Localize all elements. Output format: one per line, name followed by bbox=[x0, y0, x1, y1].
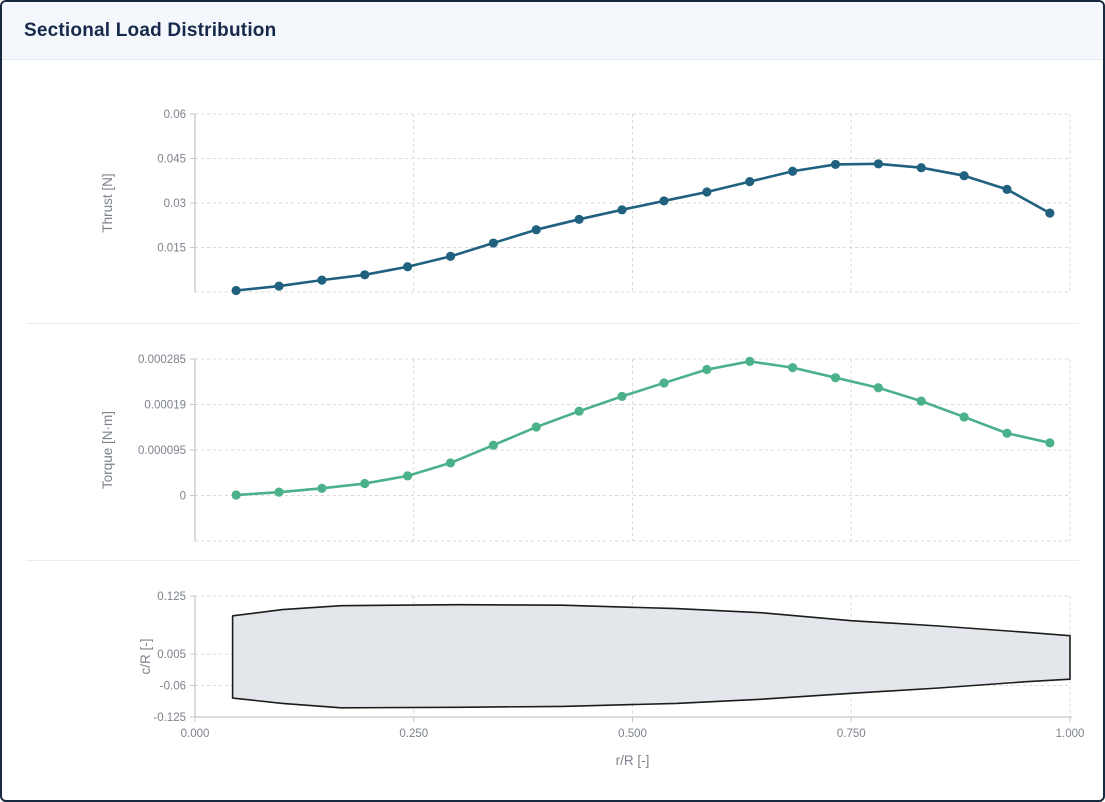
data-point-marker[interactable] bbox=[659, 378, 669, 388]
x-tick-label: 0.750 bbox=[837, 728, 866, 740]
data-point-marker[interactable] bbox=[360, 478, 370, 489]
data-point-marker[interactable] bbox=[445, 251, 456, 261]
data-point-marker[interactable] bbox=[317, 275, 327, 285]
y-axis-title: Thrust [N] bbox=[100, 173, 115, 232]
data-point-marker[interactable] bbox=[745, 177, 755, 187]
y-tick-label: -0.125 bbox=[153, 712, 186, 724]
data-point-marker[interactable] bbox=[788, 363, 798, 373]
data-point-marker[interactable] bbox=[788, 166, 798, 176]
thrust-chart[interactable]: 0.06 0.045 0.03 0.015 Thrust [N] bbox=[2, 60, 1103, 323]
data-point-marker[interactable] bbox=[317, 483, 327, 493]
data-point-marker[interactable] bbox=[231, 490, 241, 500]
data-point-marker[interactable] bbox=[531, 422, 541, 432]
data-point-marker[interactable] bbox=[231, 285, 241, 296]
data-point-marker[interactable] bbox=[488, 238, 498, 248]
data-point-marker[interactable] bbox=[403, 471, 413, 481]
data-point-marker[interactable] bbox=[873, 159, 883, 169]
page-title: Sectional Load Distribution bbox=[24, 19, 277, 41]
y-tick-label: 0.005 bbox=[157, 649, 186, 661]
data-point-marker[interactable] bbox=[1045, 438, 1055, 448]
y-tick-label: 0.125 bbox=[157, 591, 186, 603]
data-point-marker[interactable] bbox=[916, 163, 926, 173]
data-point-marker[interactable] bbox=[274, 281, 284, 291]
y-tick-label: -0.06 bbox=[160, 681, 186, 693]
data-point-marker[interactable] bbox=[702, 187, 712, 197]
data-point-marker[interactable] bbox=[702, 364, 712, 375]
data-point-marker[interactable] bbox=[830, 159, 841, 170]
y-tick-label: 0.00019 bbox=[144, 400, 186, 412]
data-point-marker[interactable] bbox=[445, 458, 456, 468]
data-point-marker[interactable] bbox=[403, 262, 413, 272]
y-tick-label: 0.06 bbox=[164, 109, 186, 121]
data-point-marker[interactable] bbox=[873, 383, 883, 393]
series-line bbox=[235, 162, 1051, 292]
section-divider bbox=[26, 560, 1079, 561]
chart-section-planform: 0.125 0.005 -0.06 -0.125 c/R [-] 0.000 0.250 0.… bbox=[2, 560, 1103, 799]
data-point-marker[interactable] bbox=[574, 214, 584, 224]
planform-chart[interactable]: 0.125 0.005 -0.06 -0.125 c/R [-] 0.000 0.250 0.… bbox=[2, 560, 1103, 799]
y-axis-title: Torque [N·m] bbox=[100, 411, 115, 489]
card-header: Sectional Load Distribution bbox=[2, 2, 1103, 60]
data-point-marker[interactable] bbox=[274, 487, 284, 497]
data-point-marker[interactable] bbox=[959, 412, 969, 422]
y-axis-title: c/R [-] bbox=[138, 639, 153, 675]
x-axis-title: r/R [-] bbox=[616, 753, 650, 768]
y-tick-label: 0.000095 bbox=[138, 445, 186, 457]
data-point-marker[interactable] bbox=[916, 396, 926, 406]
data-point-marker[interactable] bbox=[1002, 184, 1012, 194]
x-tick-label: 0.000 bbox=[181, 728, 210, 740]
x-tick-label: 1.000 bbox=[1056, 728, 1085, 740]
data-point-marker[interactable] bbox=[574, 406, 584, 416]
x-tick-label: 0.250 bbox=[399, 728, 428, 740]
data-point-marker[interactable] bbox=[617, 391, 627, 401]
data-point-marker[interactable] bbox=[830, 373, 841, 383]
section-divider bbox=[26, 323, 1079, 324]
y-tick-label: 0.045 bbox=[157, 154, 186, 166]
data-point-marker[interactable] bbox=[1002, 428, 1012, 438]
data-point-marker[interactable] bbox=[745, 356, 755, 366]
y-tick-label: 0 bbox=[180, 491, 186, 503]
torque-chart[interactable]: 0.000285 0.00019 0.000095 0 Torque [N·m] bbox=[2, 323, 1103, 560]
data-point-marker[interactable] bbox=[1045, 208, 1055, 218]
y-tick-label: 0.03 bbox=[164, 198, 186, 210]
y-tick-label: 0.000285 bbox=[138, 354, 186, 366]
data-point-marker[interactable] bbox=[360, 270, 370, 280]
y-tick-label: 0.015 bbox=[157, 243, 186, 255]
charts-container: 0.06 0.045 0.03 0.015 Thrust [N] 0.000285 0.0… bbox=[2, 60, 1103, 799]
planform-shape bbox=[231, 603, 1071, 709]
data-point-marker[interactable] bbox=[617, 205, 627, 215]
data-point-marker[interactable] bbox=[659, 196, 669, 206]
data-point-marker[interactable] bbox=[488, 440, 498, 450]
chart-section-torque: 0.000285 0.00019 0.000095 0 Torque [N·m] bbox=[2, 323, 1103, 560]
x-tick-label: 0.500 bbox=[618, 728, 647, 740]
data-point-marker[interactable] bbox=[959, 171, 969, 181]
series-line bbox=[236, 360, 1051, 497]
chart-section-thrust: 0.06 0.045 0.03 0.015 Thrust [N] bbox=[2, 60, 1103, 323]
data-point-marker[interactable] bbox=[531, 225, 541, 235]
